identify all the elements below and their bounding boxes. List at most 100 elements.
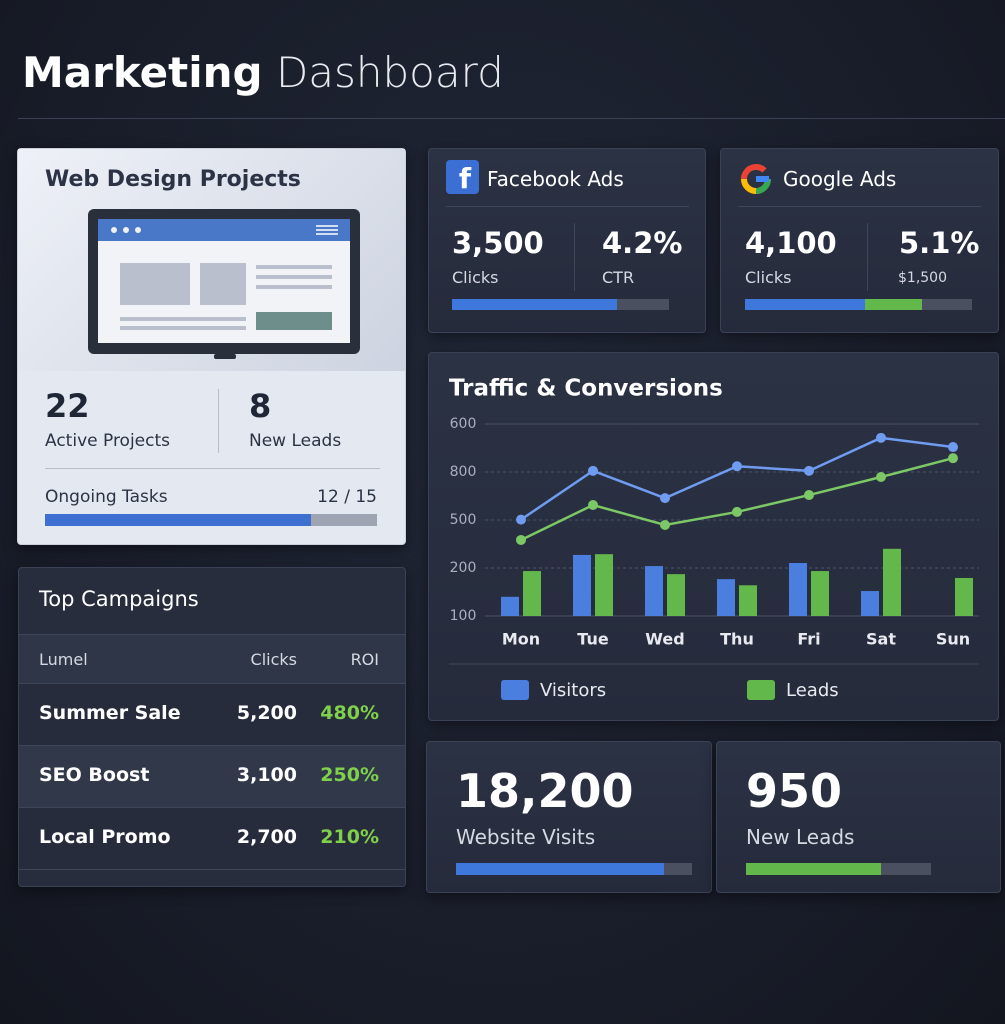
column-header: Clicks [250,650,297,669]
metric-value: 3,500 [452,226,544,260]
legend-label: Leads [786,680,839,701]
title-strong: Marketing [22,48,263,97]
google-card: Google Ads 4,100 Clicks 5.1% $1,500 [720,148,999,333]
table-cell-number: 210% [320,826,379,848]
facebook-icon: f [446,160,479,194]
table-cell-number: 5,200 [236,702,297,724]
trend-point [660,493,670,504]
table-row: SEO Boost 3,100 250% [19,746,405,808]
card-title: Top Campaigns [39,587,199,611]
y-axis-label: 200 [450,560,477,576]
progress-fill [456,863,664,875]
campaign-table: Lumel Clicks ROI Summer Sale 5,200 480% SEO Bo… [19,634,405,870]
bar [955,577,973,616]
progress-track [745,299,972,310]
trend-point [588,465,598,476]
legend-swatch [501,680,529,700]
progress-fill [746,863,882,875]
trend-point [588,500,598,511]
metric-label: Clicks [452,268,499,287]
campaigns-card: Top Campaigns Lumel Clicks ROI Summer Sale 5… [18,567,406,887]
total-value: 18,200 [456,764,634,818]
table-cell-name: Local Promo [39,826,171,848]
x-tick-label: Thu [720,630,754,649]
legend-swatch [747,680,775,700]
bar [739,585,757,616]
divider [574,223,575,291]
table-cell-number: 250% [320,764,379,786]
chart-card: Traffic & Conversions 100 600 800 500 200 Mon… [428,352,999,721]
trend-point [876,432,886,443]
table-cell-number: 3,100 [236,764,297,786]
trend-point [948,442,958,453]
y-axis-label: 500 [450,512,477,528]
metric-label: CTR [602,268,635,287]
trend-point [732,461,742,472]
page-title: Marketing Dashboard [22,52,504,94]
y-tick-label: 100 [450,608,477,624]
metric-value: 5.1% [899,226,980,260]
metric-label: $1,500 [898,270,947,286]
column-header: ROI [350,650,379,669]
table-cell-name: Summer Sale [39,702,181,724]
divider [45,468,380,469]
tasks-separator: / [344,487,350,507]
tasks-done: 12 [317,487,339,507]
y-axis-label: 800 [450,464,477,480]
x-tick-label: Mon [502,630,540,649]
total-card: 18,200 Website Visits [426,741,712,893]
card-title: Facebook Ads [487,167,624,191]
table-row: Summer Sale 5,200 480% [19,684,405,746]
title-rest: Dashboard [275,48,504,97]
progress-track [746,863,931,875]
trend-point [516,514,526,525]
metric-value: 4,100 [745,226,837,260]
table-cell-number: 2,700 [236,826,297,848]
tasks-total: 15 [355,487,377,507]
trend-point [732,506,742,517]
bar [811,571,829,616]
divider [18,118,1005,119]
progress-track [456,863,692,875]
card-title: Web Design Projects [45,167,301,192]
web-design-card: Web Design Projects 22 Active Projects 8… [17,148,406,545]
bar [789,563,807,616]
card-title: Google Ads [783,167,897,191]
google-icon [741,164,771,194]
bar [595,554,613,616]
table-cell-name: SEO Boost [39,764,150,786]
total-card: 950 New Leads [716,741,1001,893]
trend-point [804,465,814,476]
metric-value: 4.2% [602,226,683,260]
svg-text:f: f [459,162,472,194]
tasks-label: Ongoing Tasks [45,487,168,507]
chart: Traffic & Conversions 100 600 800 500 200 Mon… [449,376,979,701]
trend-point [660,519,670,530]
facebook-card: f Facebook Ads 3,500 Clicks 4.2% CTR [428,148,706,333]
bar [883,548,901,616]
bar [667,574,685,616]
bar [861,591,879,616]
table-cell-number: 480% [320,702,379,724]
progress-track [452,299,669,310]
x-tick-label: Tue [577,630,609,649]
stat-label: Active Projects [45,431,171,451]
total-label: New Leads [746,825,855,849]
total-value: 950 [746,764,843,818]
trend-point [804,490,814,501]
x-tick-label: Fri [797,630,820,649]
total-label: Website Visits [456,825,596,849]
laptop-illustration [88,209,360,359]
divider [738,206,981,207]
y-tick-label: 600 [450,416,477,432]
trend-point [516,534,526,545]
trend-point [948,453,958,464]
table-header: Lumel Clicks ROI [19,634,405,684]
progress-track [45,514,377,526]
progress-fill [452,299,617,310]
divider [446,206,689,207]
divider [867,223,868,291]
bar [501,596,519,616]
divider [218,389,219,453]
